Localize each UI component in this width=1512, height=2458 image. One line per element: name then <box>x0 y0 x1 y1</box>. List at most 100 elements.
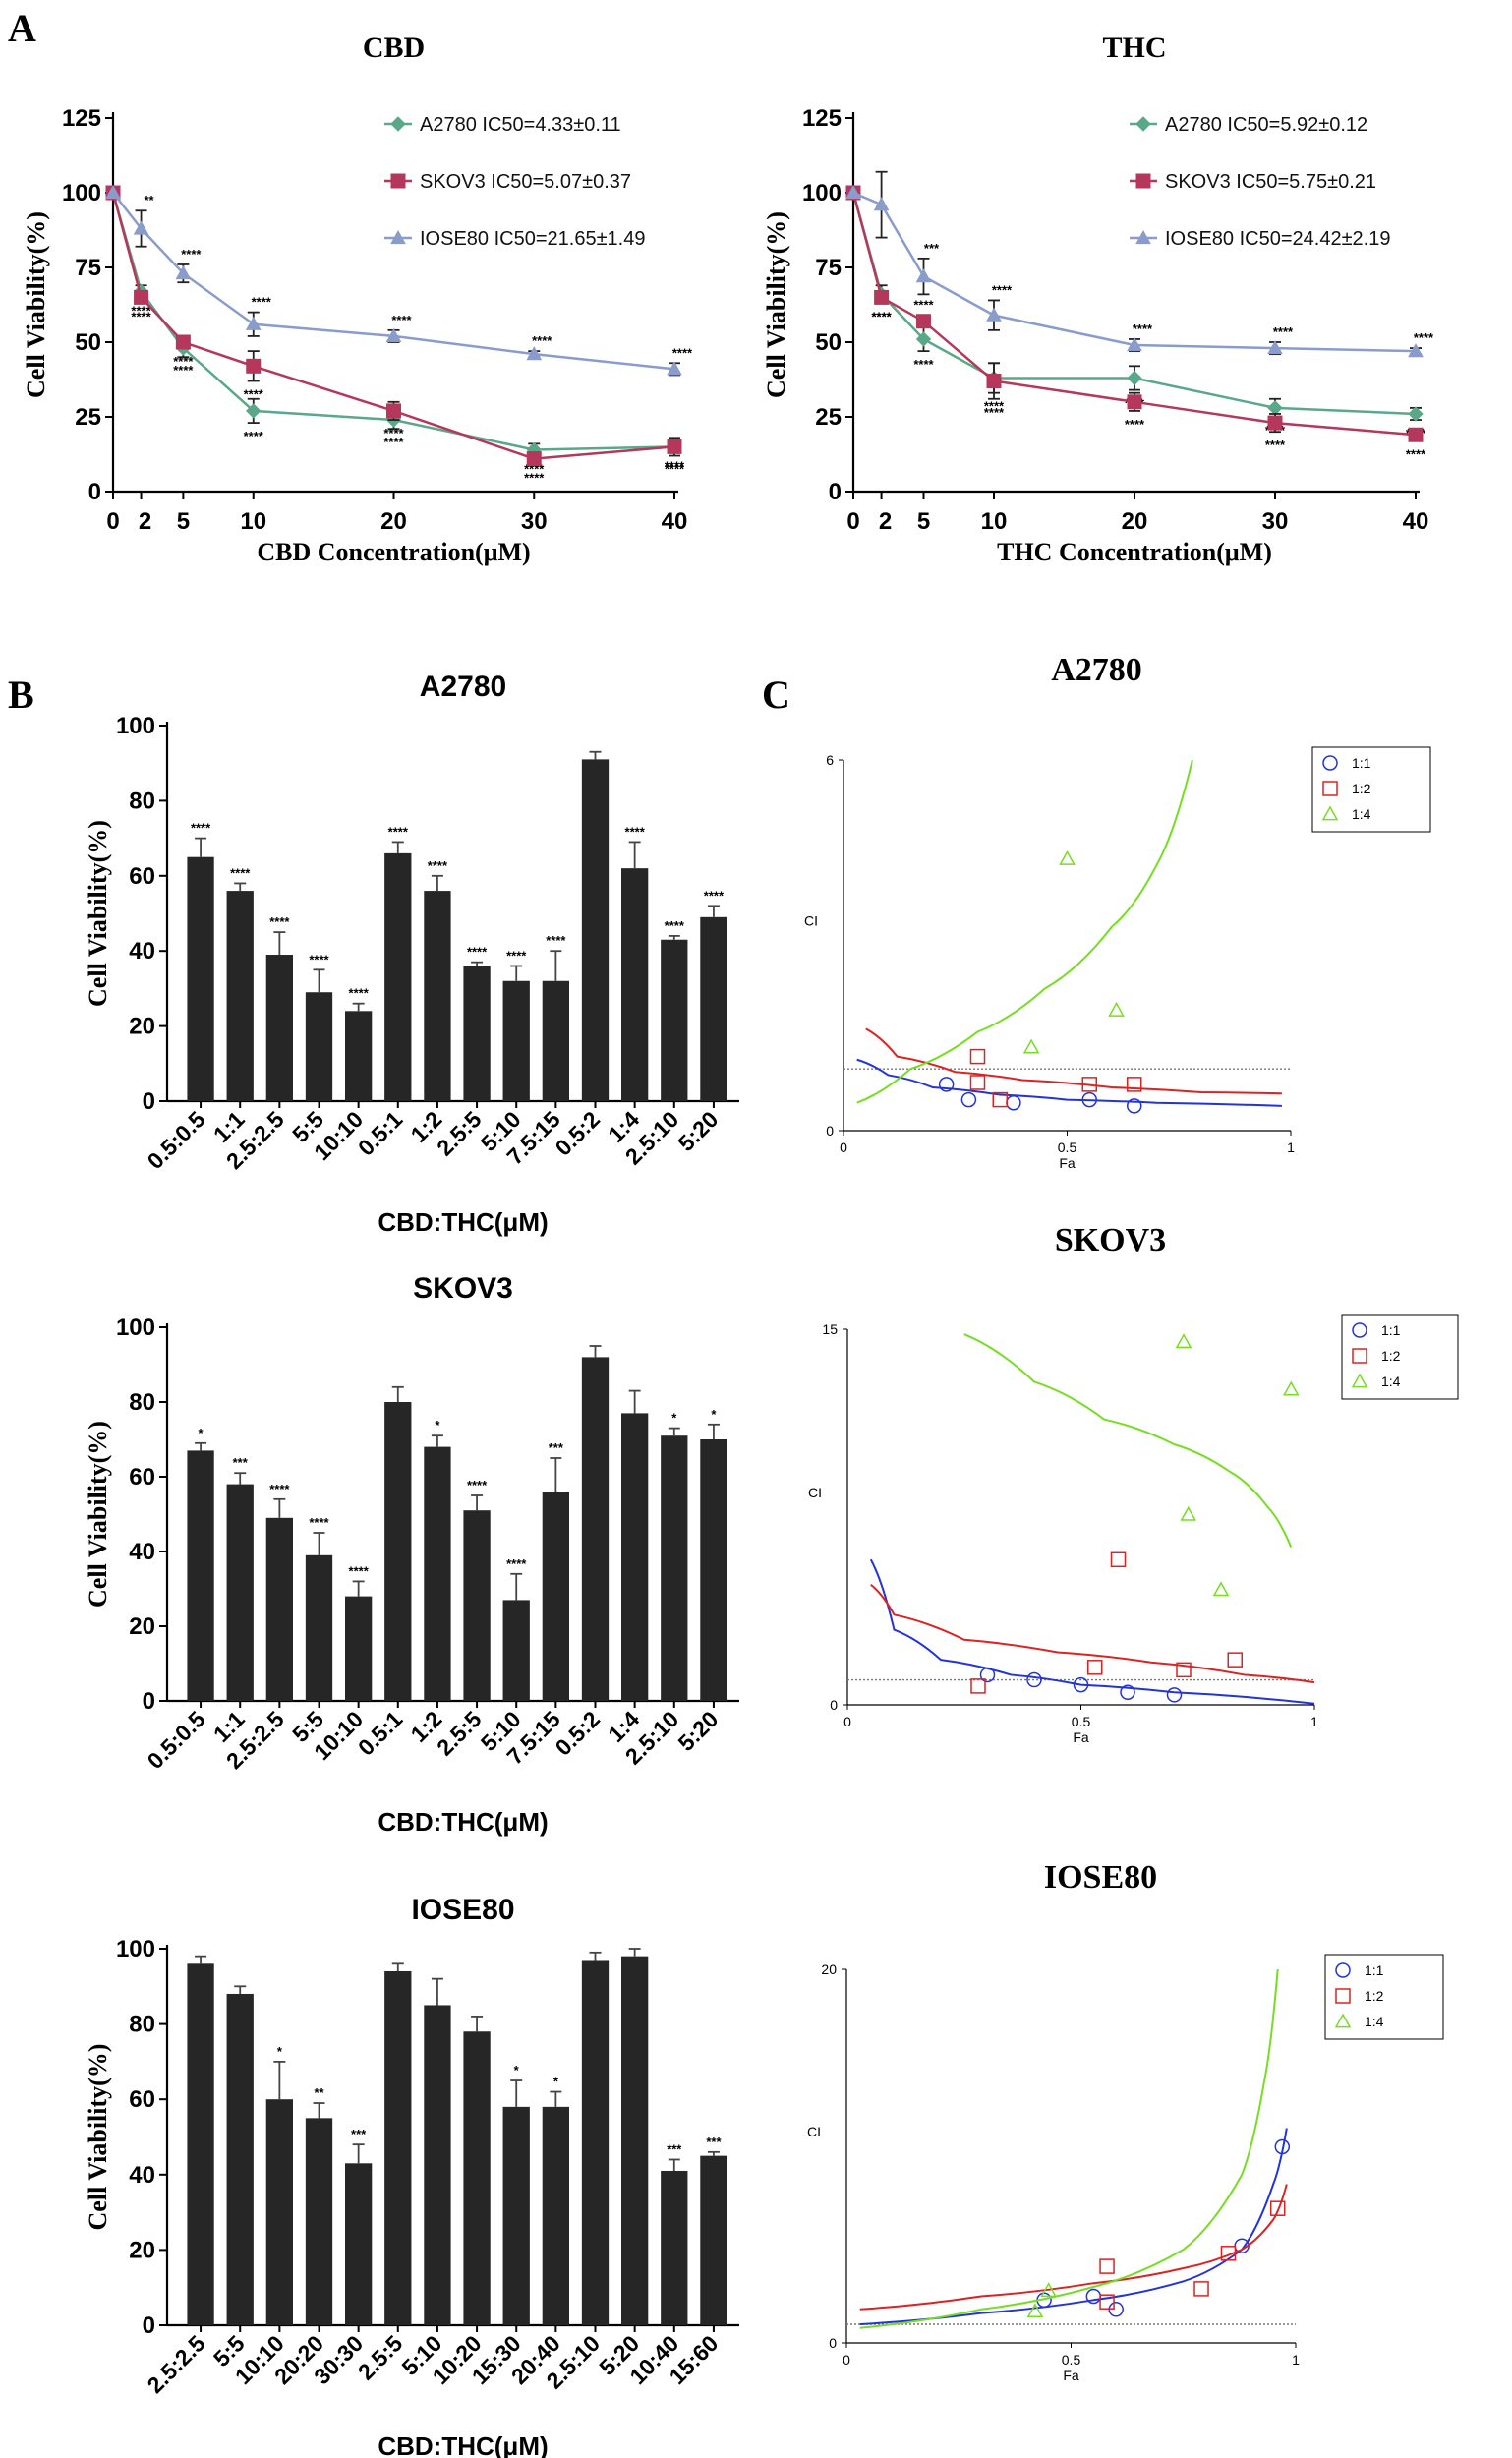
data-point <box>134 289 149 305</box>
y-axis-title: Cell Viability(%) <box>84 1421 112 1608</box>
x-tick-label: 5 <box>917 508 930 535</box>
y-tick-label: 0 <box>826 1123 834 1139</box>
data-point <box>245 316 262 330</box>
significance-label: **** <box>506 948 527 963</box>
legend-label: A2780 IC50=4.33±0.11 <box>420 114 621 136</box>
significance-label: **** <box>181 247 202 262</box>
bar <box>305 1554 333 1701</box>
data-point <box>1127 337 1142 352</box>
category-label: 0.5:0.5 <box>143 1106 210 1174</box>
bar <box>542 2106 570 2325</box>
fit-curve <box>859 1968 1279 2329</box>
data-point <box>969 1048 986 1065</box>
bar <box>502 1600 530 1701</box>
y-tick-label: 50 <box>75 329 101 356</box>
significance-label: **** <box>625 824 646 839</box>
x-tick-label: 10 <box>240 508 266 535</box>
x-axis-title: CBD:THC(μM) <box>378 2431 548 2458</box>
bar <box>661 1435 688 1701</box>
bar <box>265 1517 294 1701</box>
bar <box>542 980 570 1101</box>
significance-label: **** <box>467 1478 488 1492</box>
bar <box>542 1492 570 1701</box>
data-point <box>667 361 682 376</box>
data-point <box>874 289 890 305</box>
y-axis-title: Cell Viability(%) <box>84 820 112 1007</box>
significance-label: **** <box>672 345 693 360</box>
bar-group: ****1:2 <box>406 858 451 1147</box>
y-tick-label: 100 <box>802 180 842 206</box>
y-tick-label: 20 <box>129 1014 155 1040</box>
data-point <box>1127 1077 1142 1092</box>
significance-label: *** <box>351 2127 367 2141</box>
data-point <box>386 403 401 419</box>
data-point <box>1175 1333 1192 1349</box>
bar <box>620 1413 649 1701</box>
significance-label: *** <box>706 2135 722 2149</box>
significance-label: **** <box>244 429 264 443</box>
bar <box>661 939 688 1101</box>
y-tick-label: 0 <box>143 1688 155 1715</box>
panel-label-c: C <box>762 673 790 717</box>
significance-label: **** <box>871 309 892 323</box>
category-label: 0.5:2 <box>551 1706 605 1760</box>
bar <box>424 891 451 1101</box>
significance-label: * <box>199 1426 204 1440</box>
bar-group: ****2.5:2.5 <box>221 1482 294 1774</box>
x-axis-title: CBD Concentration(μM) <box>257 538 530 566</box>
legend-marker <box>1351 1373 1368 1388</box>
significance-label: **** <box>467 945 488 960</box>
bar-group: **** 0.5:1 <box>353 824 412 1161</box>
bar_a2780-chart: 020406080100****0.5:0.5****1:1****2.5:2.… <box>84 671 739 1237</box>
significance-label: * <box>514 2063 520 2078</box>
category-label: 2.5:2.5 <box>143 2330 210 2398</box>
legend-label: SKOV3 IC50=5.75±0.21 <box>1165 171 1376 193</box>
bar <box>265 2099 294 2325</box>
data-point <box>915 268 932 283</box>
bar-group: ****5:5 <box>287 952 333 1147</box>
x-axis-title: Fa <box>1059 1155 1076 1171</box>
data-point <box>526 451 542 467</box>
data-point <box>1180 1505 1197 1521</box>
fit-curve <box>869 1558 1315 1705</box>
significance-label: **** <box>665 462 685 477</box>
legend-marker <box>1135 229 1151 245</box>
bar <box>226 1993 254 2325</box>
fit-curve <box>856 759 1193 1104</box>
data-point <box>979 1667 996 1683</box>
legend-box <box>1341 1314 1459 1400</box>
bar-group: *1:2 <box>406 1418 451 1747</box>
x-tick-label: 30 <box>1262 508 1289 535</box>
x-tick-label: 0.5 <box>1072 1714 1091 1729</box>
y-axis-title: CI <box>808 1485 822 1500</box>
data-point <box>1220 2246 1237 2261</box>
data-point <box>1022 1038 1040 1054</box>
significance-label: **** <box>349 986 370 1001</box>
bar <box>661 2170 688 2325</box>
chart-title: IOSE80 <box>1044 1859 1157 1896</box>
data-point <box>970 1678 986 1694</box>
category-label: 0.5:1 <box>353 1106 408 1161</box>
data-point <box>105 184 121 200</box>
series-1-1: 1:1 <box>856 755 1371 1114</box>
legend-marker <box>1334 2013 1352 2028</box>
data-point <box>1040 2282 1057 2298</box>
data-point <box>1108 1001 1125 1017</box>
x-axis-title: Fa <box>1073 1729 1089 1745</box>
y-tick-label: 40 <box>129 2162 155 2189</box>
y-tick-label: 125 <box>62 105 101 132</box>
data-point <box>960 1091 977 1108</box>
legend-label: IOSE80 IC50=24.42±2.19 <box>1165 228 1390 250</box>
bar-group: **** 2.5:5 <box>432 945 491 1161</box>
significance-label: **** <box>1265 438 1286 452</box>
y-tick-label: 60 <box>129 863 155 890</box>
legend-label: IOSE80 IC50=21.65±1.49 <box>420 228 645 250</box>
bar <box>384 1970 412 2325</box>
x-tick-label: 5 <box>177 508 190 535</box>
data-point <box>1085 2288 1102 2305</box>
significance-label: **** <box>665 918 685 933</box>
bar <box>344 2163 373 2325</box>
